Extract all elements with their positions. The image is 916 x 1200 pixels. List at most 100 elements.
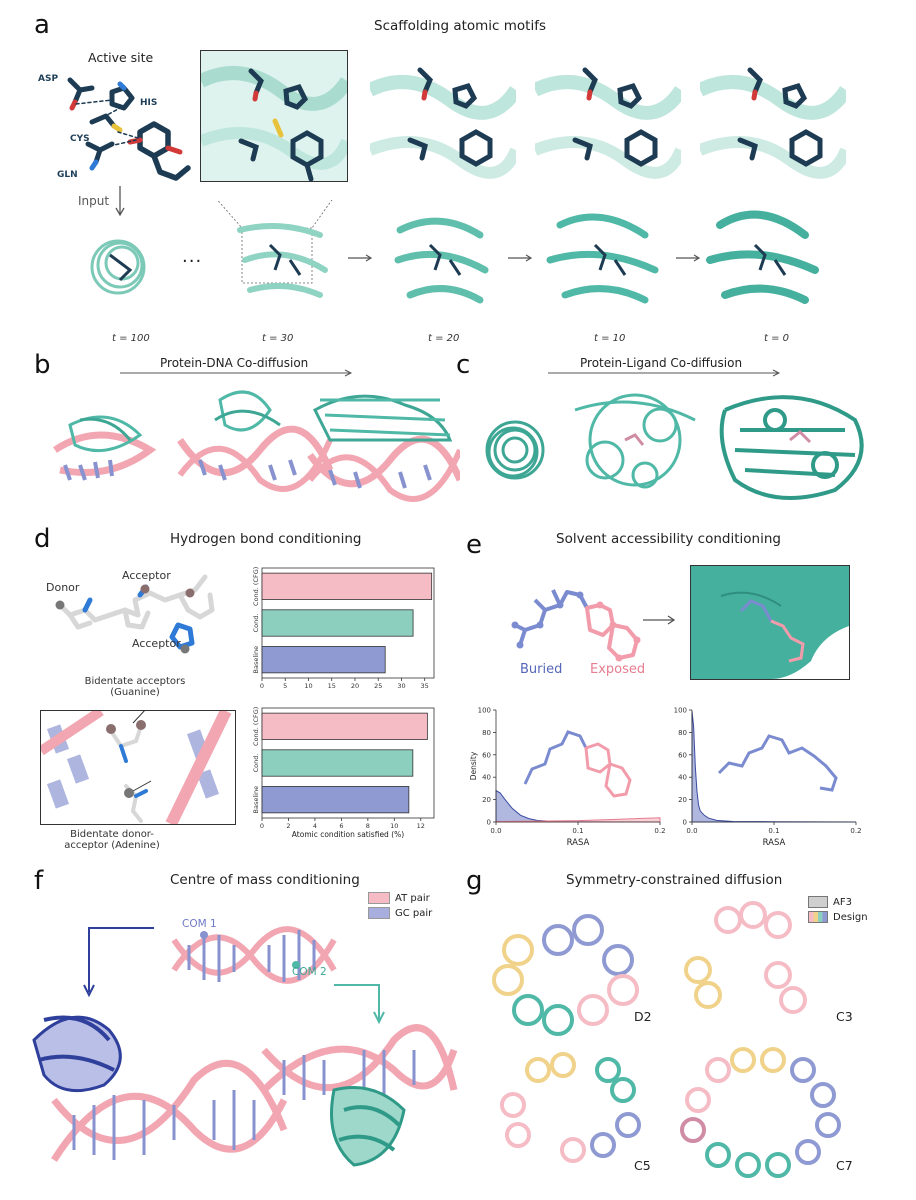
dna-bar-x-tick-label: 2 bbox=[286, 822, 290, 830]
dna-bar-x-tick-label: 4 bbox=[313, 822, 317, 830]
rasa-density-plot-1: 0 20 40 60 80 100 0.0 0.1 0.2 RASA Density bbox=[470, 707, 666, 849]
rasa-density-1-y-tick-label: 60 bbox=[482, 751, 491, 759]
rasa-density-1-inset-bond bbox=[584, 742, 632, 798]
rasa-density-2-series-buried bbox=[691, 711, 857, 823]
panel-g-title: Symmetry-constrained diffusion bbox=[566, 872, 783, 888]
rasa-density-1-x-tick-label: 0.2 bbox=[654, 827, 665, 835]
bidentate-donor-line1: Bidentate donor- bbox=[70, 829, 154, 840]
active-site-motif bbox=[67, 77, 191, 181]
com2-label: COM 2 bbox=[292, 966, 327, 978]
residue-asp: ASP bbox=[38, 74, 59, 84]
ligand-bar-x-tick-label: 0 bbox=[260, 682, 264, 690]
rasa-density-1-y-tick-label: 80 bbox=[482, 729, 491, 737]
rasa-arrow bbox=[643, 615, 676, 625]
ligand-rasa-molecule bbox=[511, 589, 641, 662]
ligand-bar-x-tick-label: 15 bbox=[328, 682, 336, 690]
dna-bar-x-tick-label: 10 bbox=[390, 822, 398, 830]
dna-hbond-box bbox=[40, 710, 236, 825]
ligand-bar-bar bbox=[261, 572, 433, 600]
panel-a-title: Scaffolding atomic motifs bbox=[374, 18, 546, 34]
rasa-density-2-x-axis-label: RASA bbox=[763, 838, 786, 848]
ligand-bar-x-tick-label: 10 bbox=[304, 682, 312, 690]
rasa-density-2-inset-molecule bbox=[717, 734, 838, 792]
rasa-density-2-y-tick-label: 80 bbox=[678, 729, 687, 737]
rasa-density-2-y-tick-label: 0 bbox=[683, 819, 687, 827]
panel-a-label: a bbox=[34, 10, 50, 40]
timestep-20: t = 20 bbox=[428, 333, 460, 344]
legend-at-pair: AT pair bbox=[395, 892, 430, 904]
dna-bar-x-tick-label: 8 bbox=[366, 822, 370, 830]
donor-label: Donor bbox=[46, 581, 80, 594]
panel-f-label: f bbox=[34, 866, 44, 896]
ligand-bar-category-label: Cond. bbox=[252, 614, 260, 633]
dna-bar-category-label: Baseline bbox=[252, 786, 260, 814]
ligand-bar-bar bbox=[261, 646, 386, 674]
ligand-bar-x-tick-label: 25 bbox=[374, 682, 382, 690]
input-arrow bbox=[115, 186, 125, 217]
motif-t0 bbox=[700, 50, 846, 180]
symmetry-d2: D2 bbox=[634, 1009, 652, 1024]
panel-b-label: b bbox=[34, 350, 51, 380]
rasa-density-1-y-axis-label: Density bbox=[470, 751, 478, 780]
dna-bar-x-tick-label: 0 bbox=[260, 822, 264, 830]
bidentate-donor-line2: acceptor (Adenine) bbox=[64, 840, 160, 851]
acceptor-label-2: Acceptor bbox=[132, 637, 181, 650]
dna-bar-x-tick-label: 6 bbox=[339, 822, 343, 830]
timestep-100: t = 100 bbox=[112, 333, 150, 344]
panel-b-arrow bbox=[120, 369, 353, 377]
rasa-density-1-x-tick-label: 0.1 bbox=[572, 827, 583, 835]
active-site-label: Active site bbox=[88, 50, 154, 65]
zoom-box-t30 bbox=[200, 50, 348, 182]
rasa-density-1-inset-bond bbox=[523, 730, 588, 785]
rasa-density-1-y-tick-label: 20 bbox=[482, 796, 491, 804]
ligand-bar-x-tick-label: 5 bbox=[283, 682, 287, 690]
ligand-hbond-molecule bbox=[55, 574, 215, 654]
timestep-10: t = 10 bbox=[594, 333, 626, 344]
diffusion-trajectory bbox=[90, 200, 819, 304]
rasa-density-1-inset-molecule bbox=[523, 730, 632, 798]
panel-f-title: Centre of mass conditioning bbox=[170, 872, 360, 888]
bidentate-acceptors-line2: (Guanine) bbox=[110, 687, 160, 698]
symmetry-c5: C5 bbox=[634, 1158, 651, 1173]
rasa-density-2-x-tick-label: 0.2 bbox=[850, 827, 861, 835]
rasa-density-1-x-axis-label: RASA bbox=[567, 838, 590, 848]
residue-his: HIS bbox=[140, 98, 158, 108]
panel-b-title: Protein-DNA Co-diffusion bbox=[160, 356, 309, 370]
rasa-density-plot-2: 0 20 40 60 80 100 0.0 0.1 0.2 RASA bbox=[674, 707, 862, 849]
bidentate-acceptors-label: Bidentate acceptors (Guanine) bbox=[60, 676, 210, 698]
rasa-density-1-y-tick-label: 0 bbox=[487, 819, 491, 827]
symmetry-c3: C3 bbox=[836, 1009, 853, 1024]
symmetry-assemblies bbox=[492, 901, 841, 1178]
motif-t20 bbox=[370, 50, 516, 180]
timestep-30: t = 30 bbox=[262, 333, 294, 344]
dna-bar-bar bbox=[261, 712, 428, 740]
legend-af3: AF3 bbox=[833, 896, 852, 908]
ligand-bar-x-tick-label: 20 bbox=[351, 682, 359, 690]
panel-c-arrow bbox=[548, 369, 781, 377]
panel-c-label: c bbox=[456, 350, 471, 380]
residue-cys: CYS bbox=[70, 134, 90, 144]
legend-design: Design bbox=[833, 911, 868, 923]
com-dna-structures bbox=[32, 926, 458, 1167]
dna-bar-category-label: Cond. (CFG) bbox=[252, 707, 260, 746]
dna-bar-x-axis-label: Atomic condition satisfied (%) bbox=[292, 830, 404, 838]
rasa-density-2-y-tick-label: 100 bbox=[674, 707, 687, 715]
dna-bar-x-tick-label: 12 bbox=[417, 822, 425, 830]
rasa-density-1-series-exposed bbox=[495, 817, 661, 823]
rasa-density-2-x-tick-label: 0.0 bbox=[686, 827, 697, 835]
rasa-density-1-y-tick-label: 40 bbox=[482, 774, 491, 782]
ligand-bar-bar bbox=[261, 609, 414, 637]
panel-e-label: e bbox=[466, 530, 482, 560]
symmetry-c7: C7 bbox=[836, 1158, 853, 1173]
panel-d-label: d bbox=[34, 524, 51, 554]
panel-c-title: Protein-Ligand Co-diffusion bbox=[580, 356, 743, 370]
com1-label: COM 1 bbox=[182, 918, 217, 930]
panel-e-title: Solvent accessibility conditioning bbox=[556, 531, 781, 547]
buried-label: Buried bbox=[520, 662, 563, 677]
ligand-bar-category-label: Cond. (CFG) bbox=[252, 567, 260, 606]
rasa-density-2-y-tick-label: 20 bbox=[678, 796, 687, 804]
bidentate-donor-label: Bidentate donor- acceptor (Adenine) bbox=[44, 829, 180, 851]
panel-d-title: Hydrogen bond conditioning bbox=[170, 531, 362, 547]
